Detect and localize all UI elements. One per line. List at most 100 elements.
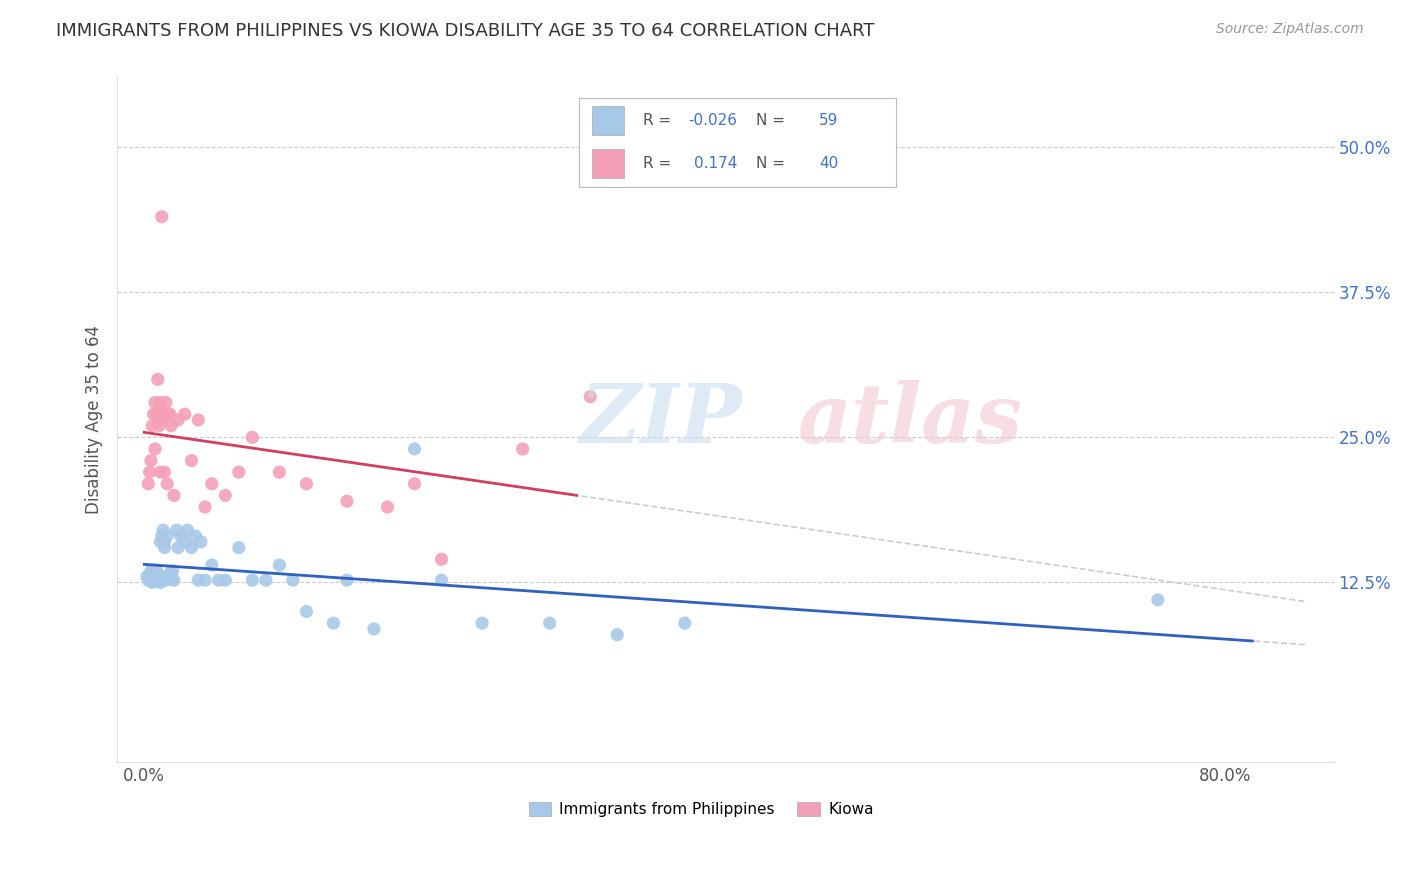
Point — [159, 407, 181, 421]
Point — [150, 529, 173, 543]
Point — [336, 573, 359, 587]
Point — [136, 476, 159, 491]
Point — [170, 529, 193, 543]
Point — [160, 418, 183, 433]
Point — [139, 572, 162, 586]
Point — [143, 442, 166, 456]
Point — [194, 573, 217, 587]
Point — [471, 616, 494, 631]
Point — [145, 407, 167, 421]
Point — [162, 564, 184, 578]
Point — [207, 573, 229, 587]
Point — [143, 573, 166, 587]
Point — [269, 465, 291, 479]
Point — [135, 569, 157, 583]
Point — [139, 453, 162, 467]
Point — [404, 442, 426, 456]
Point — [363, 622, 385, 636]
Point — [430, 552, 453, 566]
Text: ZIP: ZIP — [579, 380, 742, 460]
Point — [149, 395, 172, 409]
Point — [673, 616, 696, 631]
Point — [152, 523, 174, 537]
Point — [377, 500, 399, 514]
Point — [184, 529, 207, 543]
Point — [173, 407, 195, 421]
Point — [146, 372, 169, 386]
Point — [187, 573, 209, 587]
Point — [173, 534, 195, 549]
Point — [155, 573, 177, 587]
Legend: Immigrants from Philippines, Kiowa: Immigrants from Philippines, Kiowa — [523, 796, 880, 823]
Point — [153, 407, 176, 421]
Point — [606, 628, 628, 642]
Point — [180, 453, 202, 467]
Point — [190, 534, 212, 549]
Point — [142, 563, 165, 577]
Point — [149, 534, 172, 549]
Point — [281, 573, 304, 587]
Point — [152, 413, 174, 427]
Point — [148, 418, 170, 433]
Point — [146, 413, 169, 427]
Point — [163, 573, 186, 587]
Point — [143, 568, 166, 582]
Text: atlas: atlas — [799, 380, 1024, 460]
Point — [159, 566, 181, 581]
Point — [166, 523, 188, 537]
Point — [538, 616, 561, 631]
Point — [149, 465, 172, 479]
Point — [228, 465, 250, 479]
Point — [160, 572, 183, 586]
Point — [240, 573, 263, 587]
Point — [404, 476, 426, 491]
Point — [512, 442, 534, 456]
Point — [142, 571, 165, 585]
Point — [214, 488, 236, 502]
Point — [295, 476, 318, 491]
Point — [254, 573, 277, 587]
Point — [214, 573, 236, 587]
Point — [194, 500, 217, 514]
Point — [136, 573, 159, 587]
Point — [142, 407, 165, 421]
Point — [201, 476, 224, 491]
Point — [180, 541, 202, 555]
Point — [156, 476, 179, 491]
Point — [269, 558, 291, 572]
Point — [153, 465, 176, 479]
Y-axis label: Disability Age 35 to 64: Disability Age 35 to 64 — [86, 326, 103, 515]
Point — [322, 616, 344, 631]
Text: IMMIGRANTS FROM PHILIPPINES VS KIOWA DISABILITY AGE 35 TO 64 CORRELATION CHART: IMMIGRANTS FROM PHILIPPINES VS KIOWA DIS… — [56, 22, 875, 40]
Point — [138, 567, 160, 582]
Point — [148, 569, 170, 583]
Point — [167, 541, 190, 555]
Point — [157, 569, 180, 583]
Point — [141, 575, 163, 590]
Point — [201, 558, 224, 572]
Point — [187, 413, 209, 427]
Point — [153, 541, 176, 555]
Point — [1146, 593, 1168, 607]
Point — [240, 430, 263, 444]
Point — [228, 541, 250, 555]
Point — [143, 395, 166, 409]
Point — [163, 488, 186, 502]
Point — [153, 534, 176, 549]
Point — [141, 418, 163, 433]
Point — [145, 572, 167, 586]
Point — [139, 564, 162, 578]
Point — [149, 575, 172, 590]
Point — [430, 573, 453, 587]
Point — [145, 564, 167, 578]
Point — [295, 605, 318, 619]
Point — [138, 465, 160, 479]
Point — [146, 574, 169, 589]
Point — [155, 395, 177, 409]
Point — [157, 407, 180, 421]
Text: Source: ZipAtlas.com: Source: ZipAtlas.com — [1216, 22, 1364, 37]
Point — [579, 390, 602, 404]
Point — [156, 529, 179, 543]
Point — [176, 523, 198, 537]
Point — [150, 210, 173, 224]
